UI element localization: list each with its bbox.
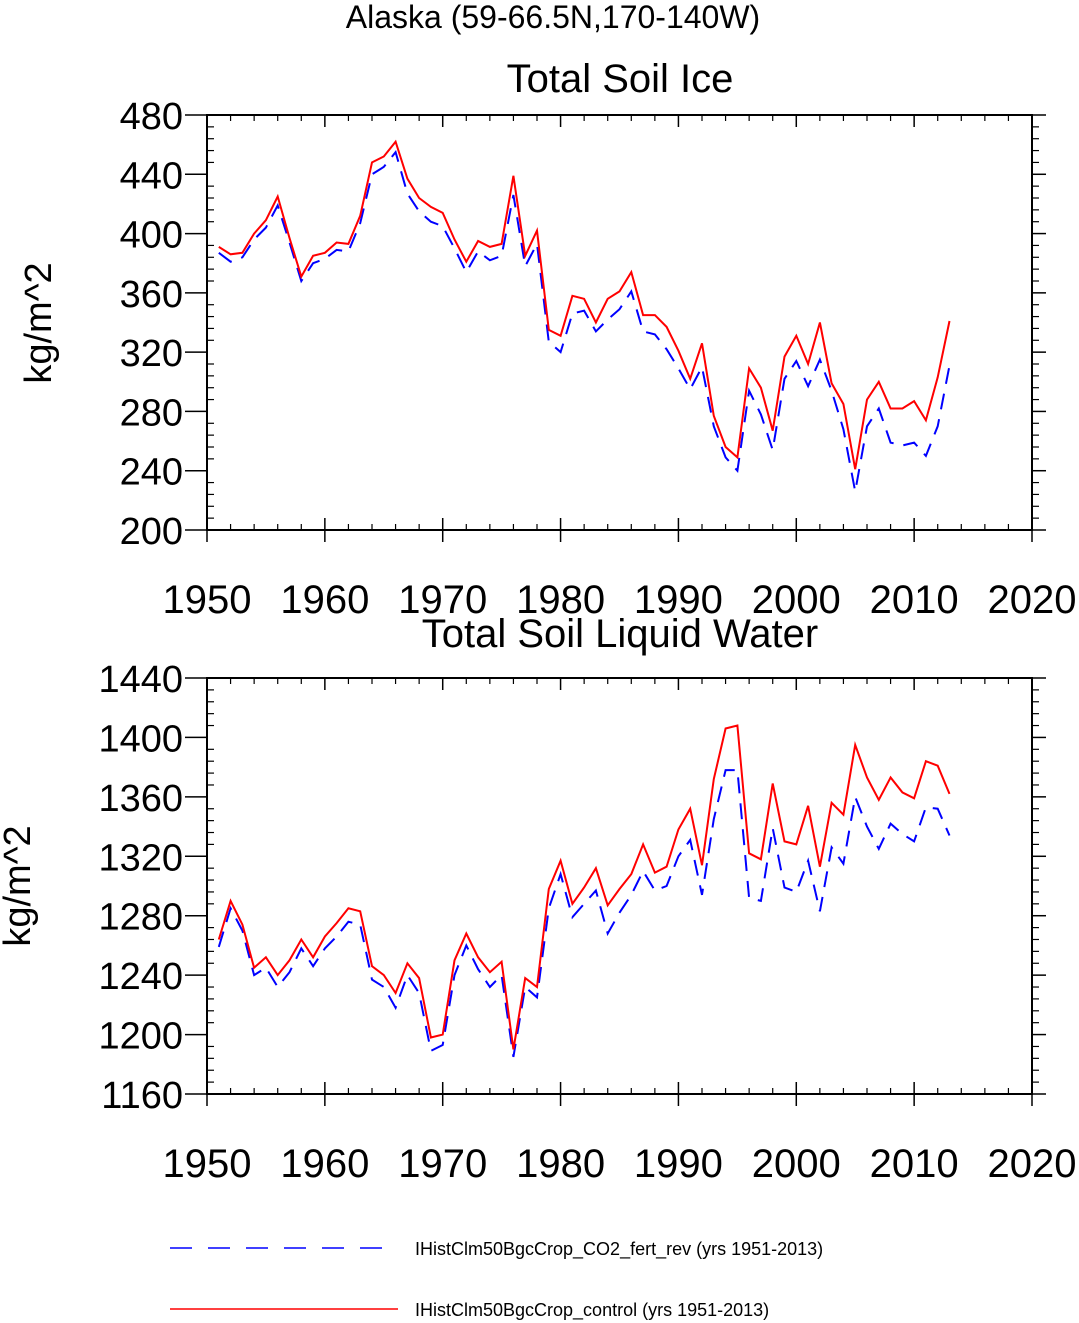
- chart-total-soil-ice: Total Soil Ice kg/m^2 1950 1960 1970 1980 19…: [18, 57, 1076, 622]
- y-tick-label: 1320: [98, 837, 183, 879]
- y-tick-label: 440: [120, 155, 183, 197]
- x-tick-label: 1950: [163, 1142, 252, 1186]
- x-tick-label: 2000: [752, 578, 841, 622]
- y-tick-label: 1160: [101, 1075, 183, 1117]
- x-tick-label: 2010: [870, 578, 959, 622]
- y-tick-label: 480: [120, 96, 183, 138]
- chart-total-soil-liquid-water: Total Soil Liquid Water kg/m^2 1950 1960 1…: [0, 612, 1076, 1186]
- plot-frame: [206, 677, 1033, 1095]
- plot-frame: [206, 114, 1033, 531]
- x-tick-label: 1980: [516, 1142, 605, 1186]
- y-tick-label: 320: [120, 333, 183, 375]
- y-tick-label: 200: [120, 511, 183, 553]
- y-axis-label: kg/m^2: [0, 825, 39, 946]
- chart-title: Total Soil Liquid Water: [422, 612, 818, 656]
- y-tick-label: 1200: [98, 1016, 183, 1058]
- y-tick-label: 1240: [98, 956, 183, 998]
- x-tick-label: 1980: [516, 578, 605, 622]
- y-tick-label: 360: [120, 274, 183, 316]
- y-tick-label: 1440: [98, 659, 183, 701]
- legend-label-co2-fert-rev: IHistClm50BgcCrop_CO2_fert_rev (yrs 1951…: [415, 1239, 823, 1260]
- x-tick-label: 2020: [988, 578, 1077, 622]
- x-tick-label: 1960: [280, 578, 369, 622]
- y-tick-label: 1280: [98, 897, 183, 939]
- x-tick-label: 2020: [988, 1142, 1077, 1186]
- x-tick-label: 1990: [634, 1142, 723, 1186]
- chart-title: Total Soil Ice: [507, 57, 734, 101]
- x-tick-label: 1970: [398, 1142, 487, 1186]
- y-tick-label: 400: [120, 215, 183, 257]
- page-title: Alaska (59-66.5N,170-140W): [346, 0, 760, 35]
- series-line-ctrl: [218, 139, 951, 470]
- y-tick-label: 1400: [98, 718, 183, 760]
- x-tick-label: 2010: [870, 1142, 959, 1186]
- y-axis-label: kg/m^2: [18, 262, 60, 383]
- y-tick-label: 240: [120, 452, 183, 494]
- series-line-co2: [218, 149, 951, 492]
- x-tick-label: 1960: [280, 1142, 369, 1186]
- x-tick-label: 1990: [634, 578, 723, 622]
- x-tick-label: 2000: [752, 1142, 841, 1186]
- legend: IHistClm50BgcCrop_CO2_fert_rev (yrs 1951…: [170, 1239, 823, 1321]
- y-tick-label: 1360: [98, 778, 183, 820]
- legend-label-control: IHistClm50BgcCrop_control (yrs 1951-2013…: [415, 1300, 769, 1321]
- series-line-co2: [217, 769, 951, 1058]
- series-line-ctrl: [217, 724, 951, 1050]
- y-tick-label: 280: [120, 392, 183, 434]
- x-tick-label: 1950: [163, 578, 252, 622]
- x-tick-label: 1970: [398, 578, 487, 622]
